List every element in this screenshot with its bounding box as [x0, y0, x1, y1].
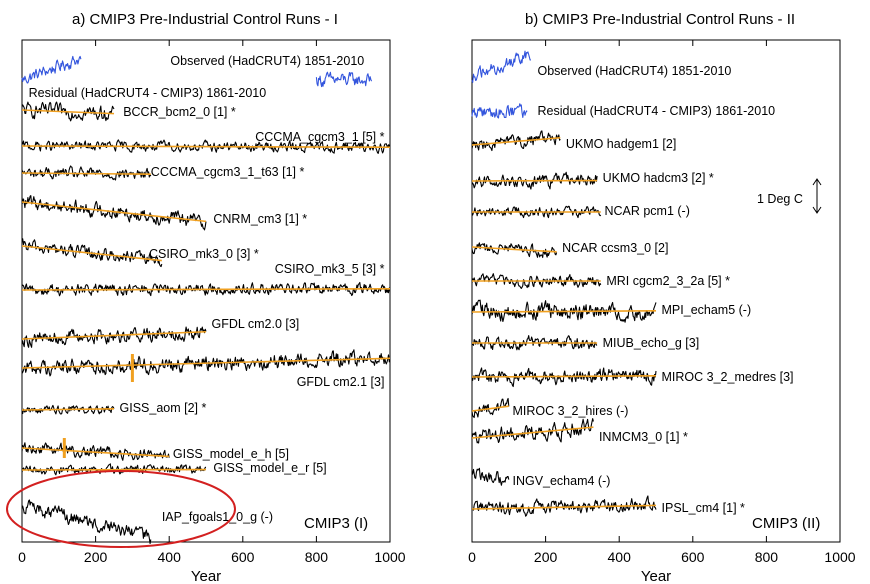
trend-line: [21, 357, 391, 369]
series-line-inmcm3-0-1: [471, 418, 594, 444]
x-tick-label: 400: [158, 549, 182, 565]
panel-b-tag: CMIP3 (II): [752, 515, 820, 532]
series-label: Observed (HadCRUT4) 1851-2010: [538, 64, 732, 78]
trend-line: [21, 447, 170, 458]
trend-line: [471, 309, 657, 313]
trend-line: [21, 407, 115, 411]
series-label: Residual (HadCRUT4 - CMIP3) 1861-2010: [29, 86, 267, 100]
series-label: MPI_echam5 (-): [662, 303, 752, 317]
panel-b-title: b) CMIP3 Pre-Industrial Control Runs - I…: [525, 11, 795, 28]
series-label: IAP_fgoals1_0_g (-): [162, 510, 273, 524]
panel-b-frame: [471, 39, 841, 543]
series-line-ingv-echam4: [471, 467, 510, 486]
trend-line: [471, 405, 509, 412]
series-label: GISS_model_e_h [5]: [173, 447, 289, 461]
x-tick-label: 200: [534, 549, 558, 565]
series-label: BCCR_bcm2_0 [1] *: [123, 105, 236, 119]
series-line-observed-hadcrut4-1851-2010: [471, 50, 532, 83]
series-label: IPSL_cm4 [1] *: [662, 501, 746, 515]
highlight-ellipse: [6, 470, 236, 548]
series-line-cnrm-cm3-1: [21, 195, 207, 231]
trend-line: [471, 136, 561, 146]
trend-line: [21, 109, 115, 115]
series-line-ukmo-hadcm3-2: [471, 171, 598, 190]
series-label: GFDL cm2.1 [3]: [297, 375, 385, 389]
x-tick-label: 200: [84, 549, 108, 565]
panel-a-title: a) CMIP3 Pre-Industrial Control Runs - I: [72, 11, 338, 28]
series-line-giss-aom-2: [21, 404, 115, 415]
x-tick-label: 0: [18, 549, 26, 565]
series-label: Residual (HadCRUT4 - CMIP3) 1861-2010: [538, 104, 776, 118]
trend-line: [471, 426, 594, 439]
panel-a-x-label: Year: [191, 568, 221, 584]
series-line-cccma-cgcm3-1-t63-1: [21, 165, 152, 181]
series-line-miroc-3-2-hires: [471, 397, 510, 419]
x-tick-label: 1000: [824, 549, 855, 565]
series-label: MIROC 3_2_medres [3]: [662, 370, 794, 384]
series-line-mpi-echam5: [471, 299, 657, 323]
trend-line: [471, 504, 657, 510]
series-label: CCCMA_cgcm3_1_t63 [1] *: [151, 165, 305, 179]
series-label: MIROC 3_2_hires (-): [512, 404, 628, 418]
panel-a-tag: CMIP3 (I): [304, 515, 368, 532]
x-tick-label: 800: [755, 549, 779, 565]
x-tick-label: 600: [231, 549, 255, 565]
trend-line: [21, 330, 207, 340]
trend-line: [21, 145, 391, 149]
series-line-mri-cgcm2-3-2a-5: [471, 273, 602, 289]
x-tick-label: 1000: [374, 549, 405, 565]
x-tick-label: 0: [468, 549, 476, 565]
series-label: CNRM_cm3 [1] *: [213, 212, 307, 226]
panel-a-x-axis: 0 200 400 600 800 1000: [18, 40, 406, 565]
panel-a-frame: [21, 39, 391, 543]
series-line-iap-fgoals1-0-g: [21, 499, 152, 545]
series-label: MIUB_echo_g [3]: [603, 336, 700, 350]
series-label: MRI cgcm2_3_2a [5] *: [606, 274, 730, 288]
series-label: CCCMA_cgcm3_1 [5] *: [255, 130, 384, 144]
series-label: CSIRO_mk3_0 [3] *: [149, 247, 259, 261]
scale-bar: [812, 178, 822, 214]
series-label: Observed (HadCRUT4) 1851-2010: [170, 54, 364, 68]
x-tick-label: 400: [608, 549, 632, 565]
series-label: GISS_aom [2] *: [120, 401, 207, 415]
panel-a-series: Observed (HadCRUT4) 1851-2010 Residual (H…: [21, 54, 391, 545]
series-line-giss-model-e-h-5: [21, 442, 170, 461]
series-label: UKMO hadcm3 [2] *: [603, 171, 714, 185]
series-line-csiro-mk3-0-3: [21, 238, 163, 268]
trend-line: [471, 246, 557, 253]
series-line-observed-hadcrut4-1851-2010: [21, 55, 82, 84]
series-label: GISS_model_e_r [5]: [213, 461, 326, 475]
series-label: UKMO hadgem1 [2]: [566, 137, 676, 151]
x-tick-label: 800: [305, 549, 329, 565]
series-label: GFDL cm2.0 [3]: [212, 317, 300, 331]
series-line-residual-hadcrut4-cmip3-1861-2010: [471, 103, 528, 119]
panel-a: a) CMIP3 Pre-Industrial Control Runs - I…: [6, 11, 406, 584]
panel-b: b) CMIP3 Pre-Industrial Control Runs - I…: [468, 11, 856, 584]
series-line-residual-hadcrut4-cmip3-1861-2010: [315, 71, 373, 88]
series-label: NCAR ccsm3_0 [2]: [562, 241, 668, 255]
series-label: INMCM3_0 [1] *: [599, 430, 688, 444]
series-label: INGV_echam4 (-): [512, 474, 610, 488]
series-line-miroc-3-2-medres-3: [471, 367, 657, 388]
panel-b-x-label: Year: [641, 568, 671, 584]
panel-b-x-axis: 0 200 400 600 800 1000: [468, 40, 856, 565]
trend-line: [21, 245, 162, 262]
trend-line: [21, 201, 207, 223]
x-tick-label: 600: [681, 549, 705, 565]
series-label: NCAR pcm1 (-): [604, 204, 689, 218]
series-line-gfdl-cm2-1-3: [21, 349, 391, 377]
scale-bar-label: 1 Deg C: [757, 192, 803, 206]
panel-b-series: Observed (HadCRUT4) 1851-2010 Residual (H…: [471, 50, 794, 517]
series-line-bccr-bcm2-0-1: [21, 101, 115, 122]
trend-line: [21, 172, 151, 176]
series-line-ukmo-hadgem1-2: [471, 130, 561, 152]
series-line-ipsl-cm4-1: [471, 495, 657, 517]
trend-line: [471, 374, 657, 378]
trend-line: [21, 287, 391, 291]
series-label: CSIRO_mk3_5 [3] *: [275, 262, 385, 276]
